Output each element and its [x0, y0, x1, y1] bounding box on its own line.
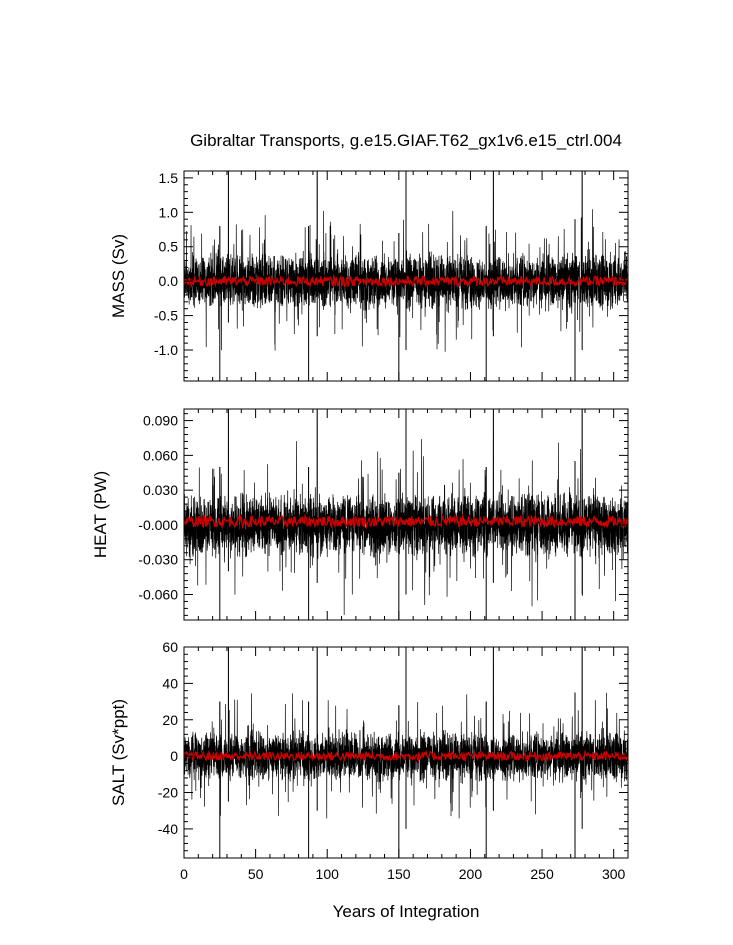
y-tick-label: 60	[162, 639, 178, 655]
annual-series-line	[184, 513, 628, 530]
y-tick-label: -0.000	[138, 517, 178, 533]
y-tick-label: 0.0	[159, 273, 179, 289]
y-tick-label: -1.0	[154, 342, 178, 358]
plot-frame	[183, 408, 629, 621]
y-tick-label: 0	[170, 748, 178, 764]
x-tick-label: 200	[459, 866, 483, 882]
x-tick-label: 50	[248, 866, 264, 882]
y-tick-label: 20	[162, 712, 178, 728]
y-axis-label: MASS (Sv)	[109, 234, 128, 318]
x-axis-label: Years of Integration	[333, 902, 480, 921]
panel-1: -1.0 -0.5 0.0 0.5 1.0 1.5 MASS (Sv)	[109, 170, 629, 382]
y-tick-label: 0.090	[143, 413, 178, 429]
y-tick-label: 40	[162, 675, 178, 691]
plot-area	[184, 171, 628, 381]
x-tick-label: 0	[180, 866, 188, 882]
y-axis-label: SALT (Sv*ppt)	[109, 699, 128, 806]
y-tick-label: 1.0	[159, 204, 179, 220]
plot-frame	[183, 646, 629, 859]
plot-area	[184, 409, 628, 620]
y-tick-label: 0.5	[159, 239, 179, 255]
panel-2: -0.060 -0.030 -0.000 0.030 0.060 0.090 HEAT (P…	[91, 408, 629, 621]
chart-title: Gibraltar Transports, g.e15.GIAF.T62_gx1…	[190, 131, 622, 150]
plot-frame	[183, 170, 629, 382]
y-tick-label: -0.5	[154, 308, 178, 324]
panels-group: -1.0 -0.5 0.0 0.5 1.0 1.5 MASS (Sv) -0.060 -0.03…	[91, 170, 629, 882]
y-tick-label: 0.060	[143, 447, 178, 463]
x-tick-label: 300	[602, 866, 626, 882]
y-tick-label: 0.030	[143, 482, 178, 498]
plot-area	[184, 647, 628, 858]
annual-series-line	[184, 273, 628, 289]
monthly-series-line	[184, 409, 628, 615]
x-tick-label: 100	[316, 866, 340, 882]
y-tick-label: -0.030	[138, 552, 178, 568]
y-tick-label: -0.060	[138, 586, 178, 602]
x-tick-label: 250	[530, 866, 554, 882]
y-tick-label: -20	[158, 785, 178, 801]
y-tick-label: 1.5	[159, 170, 179, 186]
y-axis-label: HEAT (PW)	[91, 471, 110, 558]
y-tick-label: -40	[158, 821, 178, 837]
monthly-series-line	[184, 647, 628, 819]
annual-series-line	[184, 749, 628, 763]
panel-3: 0 50 100 150 200 250 300 -40 -20 0 20 40 60 SALT (Sv*…	[109, 639, 629, 882]
x-tick-label: 150	[387, 866, 411, 882]
